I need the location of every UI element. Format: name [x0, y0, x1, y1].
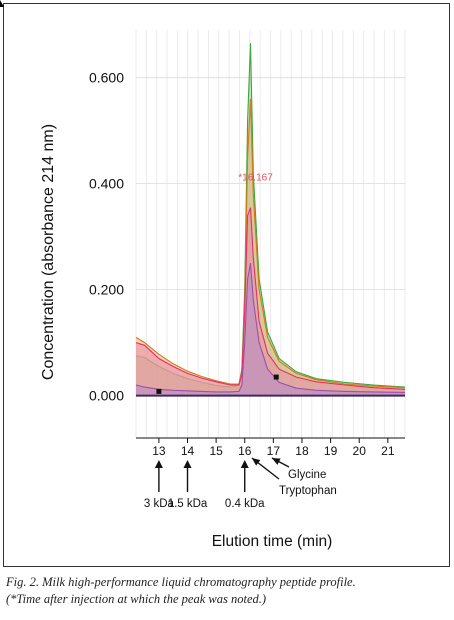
y-tick-label: 0.200 — [89, 282, 124, 298]
y-tick-labels: 0.000 0.200 0.400 0.600 — [89, 70, 124, 404]
series-line-2 — [135, 98, 406, 389]
annotation-arrow-head — [183, 460, 192, 468]
y-tick-label: 0.000 — [89, 388, 124, 404]
x-tick-label: 21 — [381, 444, 395, 458]
glycine-arrow-head — [271, 458, 281, 465]
series-line-4 — [135, 263, 406, 393]
series-line-3 — [135, 207, 406, 390]
data-marker — [156, 388, 162, 394]
caption-line-2: (*Time after injection at which the peak… — [6, 592, 267, 606]
tryptophan-arrow-head — [251, 458, 261, 466]
y-tick-label: 0.400 — [89, 176, 124, 192]
annotation-label: 0.4 kDa — [225, 498, 265, 510]
figure-caption: Fig. 2. Milk high-performance liquid chr… — [6, 574, 446, 608]
x-tick-labels: 13 14 15 16 17 18 19 20 21 — [152, 444, 395, 458]
annotation-label: 3 kDa — [144, 498, 175, 510]
annotation-label: 1.5 kDa — [168, 498, 208, 510]
figure-frame — [3, 3, 450, 567]
x-axis-label: Elution time (min) — [212, 533, 333, 550]
x-tick-label: 13 — [152, 444, 166, 458]
annotation-label: Glycine — [288, 469, 326, 481]
caption-line-1: Fig. 2. Milk high-performance liquid chr… — [6, 575, 356, 589]
x-tick-label: 18 — [295, 444, 309, 458]
peak-annotation-group: *16.167 — [238, 173, 273, 184]
x-tick-label: 16 — [238, 444, 252, 458]
x-tick-label: 17 — [267, 444, 281, 458]
annotation-label: Tryptophan — [279, 485, 337, 497]
x-tick-label: 15 — [209, 444, 223, 458]
x-tick-label: 14 — [181, 444, 195, 458]
data-marker — [273, 374, 279, 380]
series-group — [135, 43, 406, 397]
y-axis-label: Concentration (absorbance 214 nm) — [40, 124, 57, 380]
peak-label: *16.167 — [238, 173, 273, 184]
annotation-arrow-head — [154, 460, 163, 468]
x-tick-label: 19 — [324, 444, 338, 458]
x-tick-label: 20 — [353, 444, 367, 458]
y-tick-label: 0.600 — [89, 70, 124, 86]
annotation-arrow-head — [240, 460, 249, 468]
axes — [136, 437, 405, 443]
